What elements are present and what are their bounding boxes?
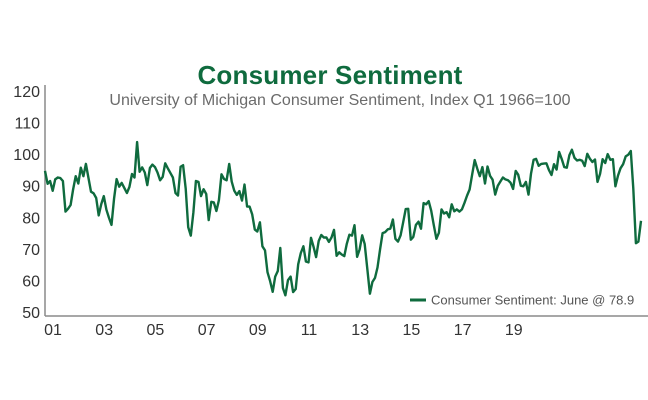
x-axis: 01 03 05 07 09 11 13 15 17 19 <box>44 315 648 339</box>
x-tick-label: 17 <box>454 322 472 339</box>
y-tick-label: 60 <box>22 273 40 290</box>
y-tick-label: 50 <box>22 305 40 322</box>
legend: Consumer Sentiment: June @ 78.9 <box>410 293 634 308</box>
x-tick-label: 19 <box>505 322 523 339</box>
y-tick-label: 100 <box>13 147 40 164</box>
y-tick-label: 80 <box>22 210 40 227</box>
x-tick-label: 15 <box>403 322 421 339</box>
chart-title: Consumer Sentiment <box>197 60 463 90</box>
x-tick-label: 05 <box>147 322 165 339</box>
y-tick-label: 120 <box>13 84 40 101</box>
y-axis: 50 60 70 80 90 100 110 120 <box>13 84 46 322</box>
x-tick-label: 07 <box>198 322 216 339</box>
y-tick-label: 110 <box>14 116 40 133</box>
x-tick-label: 11 <box>301 322 318 339</box>
legend-label: Consumer Sentiment: June @ 78.9 <box>431 293 634 308</box>
x-tick-label: 01 <box>44 322 62 339</box>
x-tick-label: 09 <box>249 322 267 339</box>
series-line-consumer-sentiment <box>43 140 643 297</box>
x-tick-label: 13 <box>351 322 369 339</box>
x-tick-label: 03 <box>95 322 113 339</box>
chart-subtitle: University of Michigan Consumer Sentimen… <box>109 92 571 109</box>
y-tick-label: 90 <box>22 179 40 196</box>
series-group <box>43 140 643 297</box>
y-tick-label: 70 <box>22 242 40 259</box>
